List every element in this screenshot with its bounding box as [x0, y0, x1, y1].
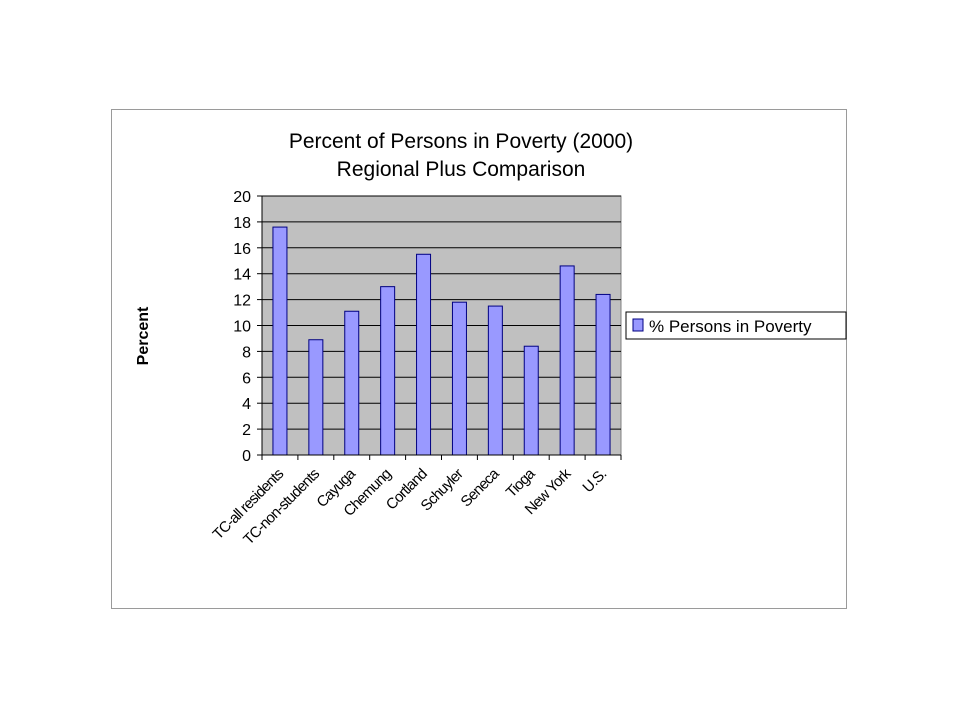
bar	[272, 226, 288, 456]
x-category-label: Seneca	[458, 465, 504, 511]
y-tick-label: 20	[233, 189, 251, 206]
y-tick-label: 8	[242, 344, 251, 361]
bar	[595, 293, 611, 456]
y-tick-label: 6	[242, 370, 251, 387]
bar	[308, 339, 324, 456]
legend: % Persons in Poverty	[625, 311, 847, 340]
x-category-labels: TC-all residentsTC-non-studentsCayugaChe…	[210, 465, 610, 549]
bar	[451, 301, 467, 456]
y-tick-label: 4	[242, 396, 251, 413]
bar	[344, 310, 360, 456]
chart-title-line-1: Percent of Persons in Poverty (2000)	[289, 130, 633, 153]
y-tick-label: 2	[242, 422, 251, 439]
legend-box	[625, 311, 847, 340]
legend-label: % Persons in Poverty	[649, 317, 812, 336]
bar-chart: Percent of Persons in Poverty (2000) Reg…	[135, 130, 847, 549]
y-tick-labels: 0 2 4 6 8 10 12 14 16 18 20	[233, 189, 251, 465]
y-tick-label: 16	[233, 241, 251, 258]
chart-title-line-2: Regional Plus Comparison	[337, 158, 586, 181]
bar	[559, 265, 575, 456]
bar	[416, 253, 432, 456]
bar	[523, 345, 539, 456]
y-tick-label: 18	[233, 215, 251, 232]
y-tick-label: 12	[233, 293, 251, 310]
chart-frame: Percent of Persons in Poverty (2000) Reg…	[111, 109, 847, 609]
y-axis-label: Percent	[135, 306, 152, 365]
y-tick-label: 0	[242, 448, 251, 465]
y-tick-label: 14	[233, 267, 251, 284]
bar	[380, 286, 396, 456]
legend-swatch	[632, 318, 644, 332]
bar	[487, 305, 503, 456]
bars	[272, 226, 611, 456]
x-category-label: U.S.	[579, 466, 609, 496]
y-tick-label: 10	[233, 319, 251, 336]
axes	[257, 195, 622, 460]
